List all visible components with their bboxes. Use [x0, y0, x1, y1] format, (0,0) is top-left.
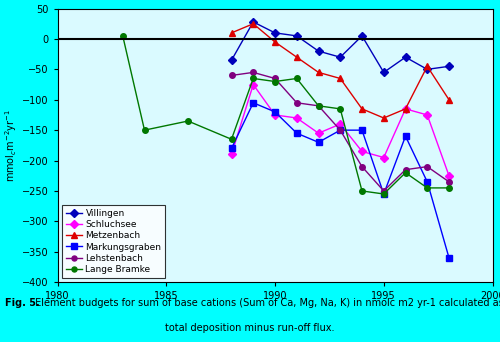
Lange Bramke	[337, 107, 343, 111]
Line: Villingen: Villingen	[228, 19, 452, 75]
Lehstenbach	[402, 168, 408, 172]
Line: Lange Bramke: Lange Bramke	[120, 33, 452, 197]
Line: Lehstenbach: Lehstenbach	[228, 70, 452, 194]
Markungsgraben	[250, 101, 256, 105]
Schluchsee	[250, 82, 256, 87]
Villingen	[402, 55, 408, 59]
Lange Bramke	[402, 171, 408, 175]
Text: Element budgets for sum of base cations (Sum of Ca, Mg, Na, K) in nmolc m2 yr-1 : Element budgets for sum of base cations …	[32, 298, 500, 307]
Schluchsee	[272, 113, 278, 117]
Schluchsee	[446, 174, 452, 178]
Lange Bramke	[294, 76, 300, 80]
Villingen	[359, 34, 365, 38]
Villingen	[446, 64, 452, 68]
Lehstenbach	[294, 101, 300, 105]
Schluchsee	[402, 107, 408, 111]
Schluchsee	[316, 131, 322, 135]
Text: Fig. 5.: Fig. 5.	[5, 298, 40, 307]
Line: Metzenbach: Metzenbach	[228, 20, 452, 121]
Villingen	[294, 34, 300, 38]
Metzenbach	[316, 70, 322, 75]
Lange Bramke	[316, 104, 322, 108]
Metzenbach	[381, 116, 387, 120]
Markungsgraben	[294, 131, 300, 135]
Lange Bramke	[381, 192, 387, 196]
Metzenbach	[446, 98, 452, 102]
Metzenbach	[250, 22, 256, 26]
Text: total deposition minus run-off flux.: total deposition minus run-off flux.	[165, 323, 335, 333]
Schluchsee	[424, 113, 430, 117]
Lange Bramke	[228, 137, 234, 141]
Schluchsee	[294, 116, 300, 120]
Lange Bramke	[142, 128, 148, 132]
Markungsgraben	[228, 146, 234, 150]
Lehstenbach	[359, 165, 365, 169]
Metzenbach	[228, 31, 234, 35]
Lehstenbach	[337, 128, 343, 132]
Lehstenbach	[272, 76, 278, 80]
Lehstenbach	[250, 70, 256, 75]
Lange Bramke	[424, 186, 430, 190]
Metzenbach	[402, 107, 408, 111]
Metzenbach	[294, 55, 300, 59]
Schluchsee	[337, 122, 343, 126]
Lehstenbach	[424, 165, 430, 169]
Markungsgraben	[272, 110, 278, 114]
Lange Bramke	[446, 186, 452, 190]
Villingen	[250, 20, 256, 24]
Schluchsee	[359, 149, 365, 154]
Markungsgraben	[424, 180, 430, 184]
Metzenbach	[337, 76, 343, 80]
Villingen	[381, 70, 387, 75]
Markungsgraben	[381, 192, 387, 196]
Schluchsee	[228, 153, 234, 157]
Metzenbach	[359, 107, 365, 111]
Markungsgraben	[359, 128, 365, 132]
Lehstenbach	[228, 74, 234, 78]
Villingen	[424, 67, 430, 71]
Lange Bramke	[359, 189, 365, 193]
Villingen	[228, 58, 234, 62]
Metzenbach	[272, 40, 278, 44]
Lange Bramke	[250, 76, 256, 80]
Markungsgraben	[402, 134, 408, 138]
Lehstenbach	[381, 189, 387, 193]
Line: Markungsgraben: Markungsgraben	[228, 99, 452, 261]
Lange Bramke	[120, 34, 126, 38]
Villingen	[337, 55, 343, 59]
Markungsgraben	[446, 256, 452, 260]
Lehstenbach	[316, 104, 322, 108]
Metzenbach	[424, 64, 430, 68]
Lehstenbach	[446, 180, 452, 184]
Markungsgraben	[316, 140, 322, 144]
Villingen	[316, 49, 322, 53]
Lange Bramke	[272, 79, 278, 83]
Y-axis label: mmol$_c$m$^{-2}$yr$^{-1}$: mmol$_c$m$^{-2}$yr$^{-1}$	[3, 109, 19, 182]
Legend: Villingen, Schluchsee, Metzenbach, Markungsgraben, Lehstenbach, Lange Bramke: Villingen, Schluchsee, Metzenbach, Marku…	[62, 205, 165, 278]
Lange Bramke	[185, 119, 191, 123]
Villingen	[272, 31, 278, 35]
Schluchsee	[381, 156, 387, 160]
Markungsgraben	[337, 128, 343, 132]
Line: Schluchsee: Schluchsee	[228, 82, 452, 179]
